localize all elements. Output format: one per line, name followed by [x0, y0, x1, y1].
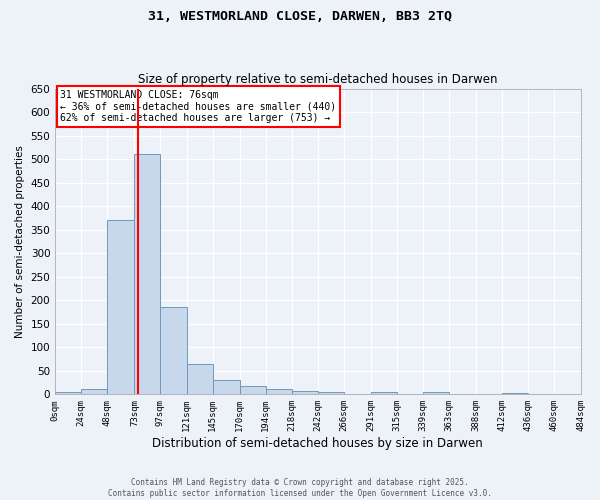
- Bar: [107, 220, 134, 394]
- Text: 31 WESTMORLAND CLOSE: 76sqm
← 36% of semi-detached houses are smaller (440)
62% : 31 WESTMORLAND CLOSE: 76sqm ← 36% of sem…: [61, 90, 337, 124]
- Bar: [81, 388, 107, 394]
- Bar: [55, 392, 81, 394]
- Bar: [423, 392, 449, 394]
- Bar: [187, 364, 212, 394]
- Bar: [502, 393, 529, 394]
- Bar: [134, 154, 160, 394]
- Bar: [239, 386, 266, 394]
- X-axis label: Distribution of semi-detached houses by size in Darwen: Distribution of semi-detached houses by …: [152, 437, 483, 450]
- Title: Size of property relative to semi-detached houses in Darwen: Size of property relative to semi-detach…: [138, 73, 497, 86]
- Bar: [266, 388, 292, 394]
- Bar: [371, 392, 397, 394]
- Bar: [292, 390, 318, 394]
- Y-axis label: Number of semi-detached properties: Number of semi-detached properties: [15, 145, 25, 338]
- Text: 31, WESTMORLAND CLOSE, DARWEN, BB3 2TQ: 31, WESTMORLAND CLOSE, DARWEN, BB3 2TQ: [148, 10, 452, 23]
- Bar: [160, 308, 187, 394]
- Bar: [318, 392, 344, 394]
- Bar: [212, 380, 239, 394]
- Text: Contains HM Land Registry data © Crown copyright and database right 2025.
Contai: Contains HM Land Registry data © Crown c…: [108, 478, 492, 498]
